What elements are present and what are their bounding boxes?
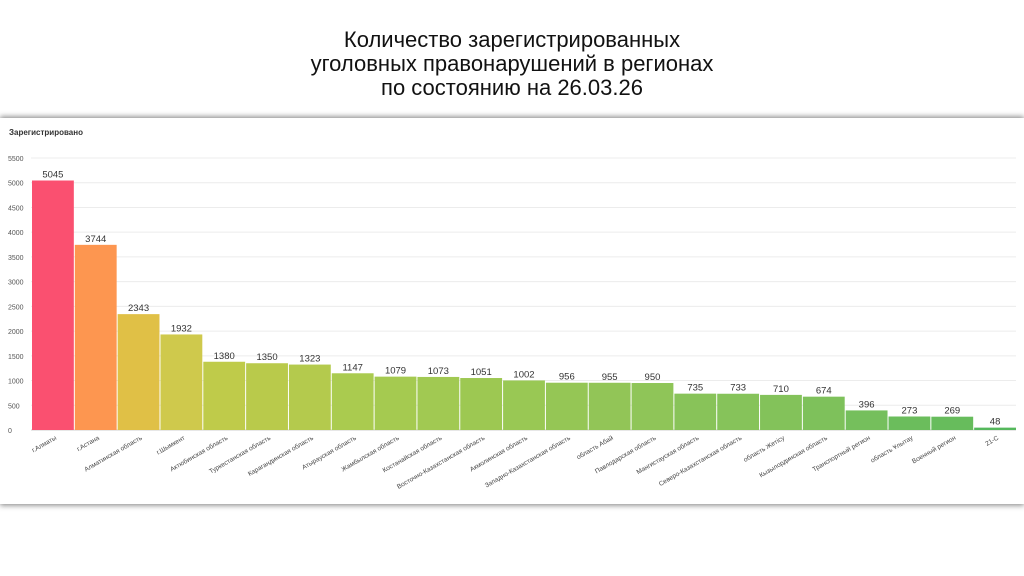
bar (845, 410, 888, 430)
bar (74, 244, 117, 430)
y-tick-label: 4500 (8, 205, 24, 212)
bar-value-label: 1380 (214, 351, 235, 362)
bar-value-label: 733 (730, 383, 746, 394)
y-axis-title: Зарегистрировано (9, 128, 83, 137)
x-tick-label: Восточно-Казахстанская область (396, 434, 487, 491)
bar (760, 394, 802, 430)
y-tick-label: 3500 (8, 255, 24, 262)
bar (32, 180, 74, 430)
bar-value-label: 1002 (513, 369, 534, 380)
bar (802, 396, 845, 430)
bar-value-label: 2343 (128, 303, 149, 314)
bar (246, 363, 288, 430)
y-tick-label: 2000 (8, 329, 24, 336)
x-tick-label: область Абай (575, 434, 615, 462)
bar-value-label: 956 (559, 372, 575, 383)
x-tick-label: Карагандинская область (246, 434, 315, 478)
x-tick-label: Западно-Казахстанская область (483, 433, 572, 489)
bar (717, 393, 760, 430)
title-line-1: Количество зарегистрированных (343, 27, 681, 52)
bar-value-label: 674 (816, 386, 832, 397)
y-tick-label: 500 (8, 403, 20, 410)
title-line-3: по состоянию на 26.03.26 (381, 75, 643, 100)
bar (974, 427, 1016, 430)
bar (674, 393, 717, 430)
x-tick-label: г.Астана (76, 434, 101, 453)
x-tick-label: область Ұлытау (869, 433, 915, 464)
x-tick-label: г.Алматы (31, 435, 58, 455)
bar (931, 416, 974, 430)
x-tick-label: Кызылординская область (758, 434, 829, 480)
bar (503, 380, 545, 430)
x-tick-label: Военный регион (911, 434, 958, 466)
y-tick-label: 1000 (8, 379, 24, 386)
bar-value-label: 1073 (428, 366, 449, 377)
bar-value-label: 950 (645, 372, 661, 383)
y-tick-label: 5500 (8, 156, 24, 163)
bar (117, 314, 160, 430)
bar-value-label: 1350 (256, 352, 277, 363)
bar-value-label: 269 (944, 406, 960, 417)
bar-value-label: 735 (687, 383, 703, 394)
bar-value-label: 1079 (385, 366, 406, 377)
y-tick-label: 1500 (8, 354, 24, 361)
bar-value-label: 955 (602, 372, 618, 383)
bar (203, 361, 246, 430)
bar-value-label: 1051 (471, 367, 492, 378)
bar-value-label: 1323 (299, 354, 320, 365)
title-line-2: уголовных правонарушений в регионах (310, 51, 714, 76)
x-tick-label: 21-С (984, 435, 1000, 448)
bar (288, 364, 331, 430)
bar (331, 373, 374, 430)
bar-value-label: 273 (902, 405, 918, 416)
bar-value-label: 710 (773, 384, 789, 395)
bar-value-label: 1932 (171, 323, 192, 334)
bar (460, 378, 503, 430)
x-tick-label: область Жетісу (742, 433, 787, 463)
bar-chart: 0 500 1000 1500 2000 2500 3000 3500 4000 4500 5000… (8, 156, 1016, 491)
y-tick-label: 3000 (8, 280, 24, 287)
bar-value-label: 396 (859, 399, 875, 410)
y-tick-label: 0 (8, 428, 12, 435)
bar (160, 334, 203, 430)
bar-value-label: 48 (990, 417, 1001, 428)
bar (588, 382, 631, 430)
bar (417, 376, 460, 430)
x-tick-label: г.Шымкент (156, 435, 187, 457)
bar-value-label: 1147 (342, 362, 362, 373)
bar (374, 376, 417, 430)
bar-value-label: 3744 (85, 234, 106, 245)
y-tick-label: 2500 (8, 304, 24, 311)
bar (888, 416, 931, 430)
chart-panel: Зарегистрировано 0 500 1000 1500 2000 2500 300… (0, 118, 1024, 504)
bar (545, 382, 588, 430)
y-tick-label: 5000 (8, 181, 24, 188)
bar (631, 383, 674, 430)
y-tick-label: 4000 (8, 230, 24, 237)
slide-title: Количество зарегистрированных уголовных … (0, 28, 1024, 100)
x-tick-label: Северо-Казахстанская область (657, 433, 743, 487)
bar-value-label: 5045 (42, 170, 63, 181)
